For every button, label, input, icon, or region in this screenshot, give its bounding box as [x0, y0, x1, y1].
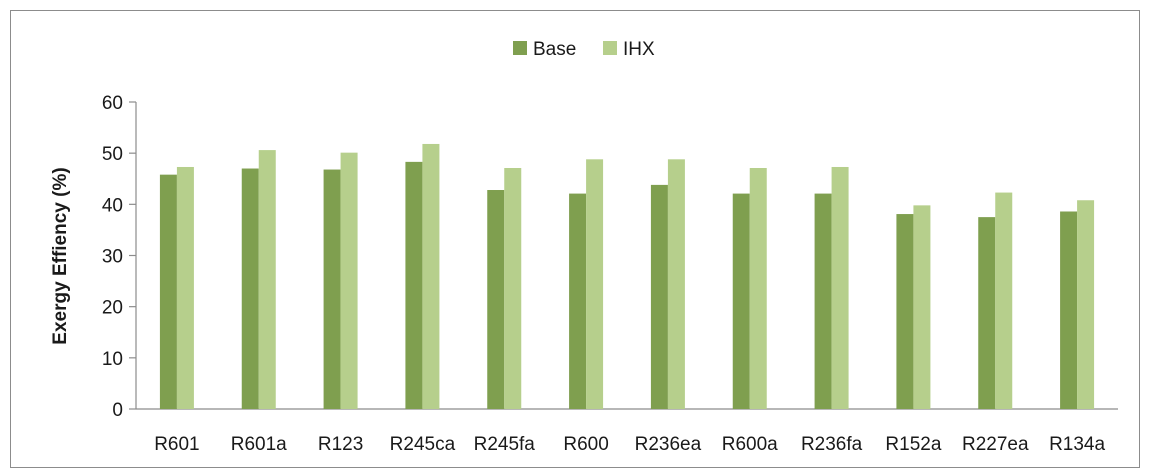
bars — [159, 143, 1095, 409]
x-tick-label: R245fa — [474, 434, 536, 455]
bar-base-r600 — [569, 193, 587, 409]
x-tick-label: R600a — [722, 434, 778, 455]
bar-base-r236ea — [650, 184, 668, 409]
bar-ihx-r227ea — [995, 192, 1013, 409]
bar-base-r245fa — [487, 190, 505, 409]
bar-base-r600a — [732, 193, 750, 409]
legend-label-base: Base — [533, 39, 576, 60]
bar-ihx-r600 — [586, 159, 604, 409]
bar-ihx-r152a — [913, 205, 931, 409]
y-tick-label: 0 — [112, 400, 123, 421]
y-tick-label: 40 — [102, 195, 123, 216]
bar-base-r123 — [323, 169, 341, 409]
y-tick-label: 20 — [102, 298, 123, 319]
y-tick-label: 50 — [102, 144, 123, 165]
x-tick-label: R600 — [563, 434, 608, 455]
bar-ihx-r245fa — [504, 168, 522, 409]
bar-ihx-r601 — [176, 166, 194, 409]
bar-ihx-r245ca — [422, 143, 440, 409]
x-tick-label: R245ca — [390, 434, 456, 455]
y-axis: 0 10 20 30 40 50 60 — [102, 93, 137, 421]
x-tick-label: R227ea — [962, 434, 1029, 455]
x-tick-label: R601a — [231, 434, 287, 455]
bar-base-r152a — [896, 214, 914, 409]
x-tick-label: R236ea — [635, 434, 702, 455]
x-tick-label: R123 — [318, 434, 363, 455]
legend: Base IHX — [513, 39, 655, 60]
x-tick-label: R601 — [154, 434, 199, 455]
bar-base-r601a — [241, 168, 259, 409]
y-axis-title: Exergy Effiency (%) — [50, 167, 71, 344]
bar-base-r236fa — [814, 193, 832, 409]
x-axis: R601 R601a R123 R245ca R245fa R600 R236ea R600a… — [136, 408, 1118, 455]
y-tick-label: 60 — [102, 93, 123, 114]
bar-base-r245ca — [405, 161, 423, 409]
bar-ihx-r123 — [340, 152, 358, 409]
bar-ihx-r236fa — [831, 166, 849, 409]
bar-ihx-r600a — [749, 168, 767, 409]
x-tick-label: R134a — [1049, 434, 1105, 455]
y-tick-label: 30 — [102, 247, 123, 268]
x-tick-label: R152a — [885, 434, 941, 455]
bar-base-r601 — [159, 174, 177, 409]
bar-ihx-r134a — [1077, 200, 1095, 409]
bar-base-r227ea — [978, 217, 996, 409]
y-tick-label: 10 — [102, 349, 123, 370]
x-tick-label: R236fa — [801, 434, 863, 455]
bar-ihx-r236ea — [667, 159, 685, 409]
legend-label-ihx: IHX — [623, 39, 655, 60]
bar-ihx-r601a — [258, 150, 276, 409]
legend-swatch-ihx — [603, 41, 617, 55]
bar-base-r134a — [1060, 211, 1078, 409]
legend-swatch-base — [513, 41, 527, 55]
